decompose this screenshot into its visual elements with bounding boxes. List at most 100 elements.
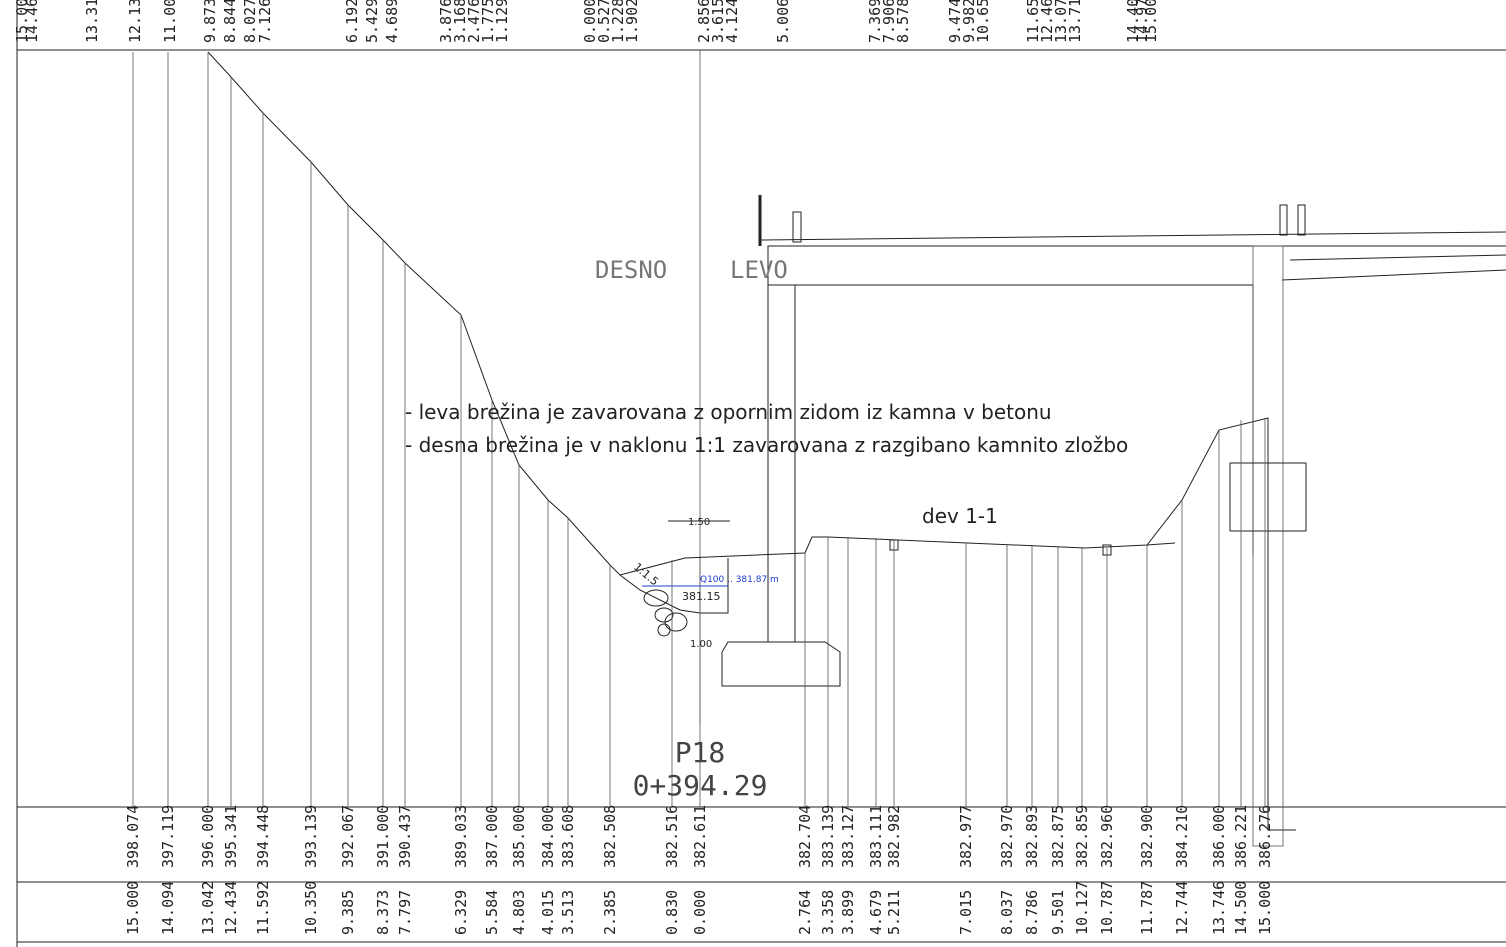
top-distance-label: 7.126 [256, 0, 274, 43]
elevation-label: 383.608 [559, 805, 577, 868]
elevation-label: 382.893 [1023, 805, 1041, 868]
top-distance-label: 2.856 [695, 0, 713, 43]
top-distance-label: 3.615 [709, 0, 727, 43]
top-distance-label: 12.460 [1038, 0, 1056, 43]
distance-label: 2.764 [796, 890, 814, 935]
distance-label: 13.042 [199, 881, 217, 935]
top-distance-label: 8.578 [894, 0, 912, 43]
distance-label: 8.037 [998, 890, 1016, 935]
elevation-label: 384.000 [539, 805, 557, 868]
elevation-label: 382.516 [663, 805, 681, 868]
distance-label: 12.434 [222, 881, 240, 935]
elevation-label: 383.111 [867, 805, 885, 868]
top-distance-label: 13.070 [1052, 0, 1070, 43]
desno-label: DESNO [595, 256, 667, 284]
profile-label: P18 [675, 736, 726, 769]
top-distance-label: 11.004 [161, 0, 179, 43]
dimension: 1.50 [688, 517, 710, 528]
top-distance-label: 1.228 [609, 0, 627, 43]
elevation-label: 392.067 [339, 805, 357, 868]
bed-level: 381.15 [682, 590, 721, 603]
top-distance-label: 7.906 [880, 0, 898, 43]
elevation-label: 384.210 [1173, 805, 1191, 868]
elevation-label: 391.000 [374, 805, 392, 868]
elevation-label: 382.611 [691, 805, 709, 868]
top-distance-label: 7.369 [866, 0, 884, 43]
top-distance-label: 8.844 [221, 0, 239, 43]
elevation-label: 382.875 [1049, 805, 1067, 868]
slope-label: 1:1.5 [631, 560, 661, 588]
elevation-label: 396.000 [199, 805, 217, 868]
elevation-label: 382.508 [601, 805, 619, 868]
top-distance-label: 5.006 [774, 0, 792, 43]
deviation-label: dev 1-1 [922, 504, 998, 528]
top-distance-label: 1.129 [493, 0, 511, 43]
distance-label: 8.373 [374, 890, 392, 935]
distance-label: 15.000 [1256, 881, 1274, 935]
chainage-label: 0+394.29 [633, 769, 768, 802]
distance-label: 6.329 [452, 890, 470, 935]
top-distance-label: 13.310 [83, 0, 101, 43]
distance-label: 4.015 [539, 890, 557, 935]
frame [16, 0, 1506, 947]
top-distance-label: 0.000 [581, 0, 599, 43]
distance-label: 10.787 [1098, 881, 1116, 935]
top-distance-label: 14.403 [1124, 0, 1142, 43]
distance-label: 5.584 [483, 890, 501, 935]
elevation-label: 389.033 [452, 805, 470, 868]
elevation-label: 394.448 [254, 805, 272, 868]
distance-label: 15.000 [124, 881, 142, 935]
top-distance-label: 9.982 [960, 0, 978, 43]
top-distance-label: 6.192 [343, 0, 361, 43]
elevation-label: 390.437 [396, 805, 414, 868]
elevation-label: 393.139 [302, 805, 320, 868]
top-distance-label: 9.474 [946, 0, 964, 43]
elevation-label: 386.000 [1210, 805, 1228, 868]
water-level: Q100 .. 381.87 m [700, 575, 779, 585]
distance-label: 5.211 [885, 890, 903, 935]
top-distance-label: 11.656 [1024, 0, 1042, 43]
distance-label: 10.127 [1073, 881, 1091, 935]
distance-label: 8.786 [1023, 890, 1041, 935]
elevation-label: 385.000 [510, 805, 528, 868]
distance-label: 3.358 [819, 890, 837, 935]
elevation-label: 382.977 [957, 805, 975, 868]
top-distance-label: 14.97 [1133, 0, 1151, 43]
elevation-label: 387.000 [483, 805, 501, 868]
distance-label: 10.350 [302, 881, 320, 935]
top-distance-label: 10.656 [974, 0, 992, 43]
top-distance-label: 1.902 [623, 0, 641, 43]
dimension: 1.00 [690, 639, 712, 650]
distance-label: 4.679 [867, 890, 885, 935]
distance-label: 12.744 [1173, 881, 1191, 935]
annotations: DESNO LEVO - leva brežina je zavarovana … [405, 256, 1128, 802]
distance-label: 9.501 [1049, 890, 1067, 935]
elevation-label: 386.221 [1232, 805, 1250, 868]
distance-label: 3.899 [839, 890, 857, 935]
top-distance-label: 0.527 [595, 0, 613, 43]
distances: 15.000 14.094 13.042 12.434 11.592 10.350 9.38… [124, 881, 1274, 935]
distance-label: 3.513 [559, 890, 577, 935]
elevation-label: 382.970 [998, 805, 1016, 868]
top-distance-label: 5.429 [363, 0, 381, 43]
elevation-label: 382.704 [796, 805, 814, 868]
distance-label: 14.500 [1232, 881, 1250, 935]
top-distance-label: 13.713 [1066, 0, 1084, 43]
distance-label: 7.797 [396, 890, 414, 935]
distance-label: 0.000 [691, 890, 709, 935]
elevation-label: 382.900 [1138, 805, 1156, 868]
elevation-label: 383.139 [819, 805, 837, 868]
station-lines [132, 52, 1266, 807]
elevation-label: 397.119 [159, 805, 177, 868]
top-distance-label: 12.132 [126, 0, 144, 43]
distance-label: 11.592 [254, 881, 272, 935]
distance-label: 0.830 [663, 890, 681, 935]
elevation-label: 382.982 [885, 805, 903, 868]
distance-label: 14.094 [159, 881, 177, 935]
note: - leva brežina je zavarovana z opornim z… [405, 400, 1052, 424]
elevation-label: 382.859 [1073, 805, 1091, 868]
distance-label: 2.385 [601, 890, 619, 935]
top-distance-label: 14.460 [23, 0, 41, 43]
